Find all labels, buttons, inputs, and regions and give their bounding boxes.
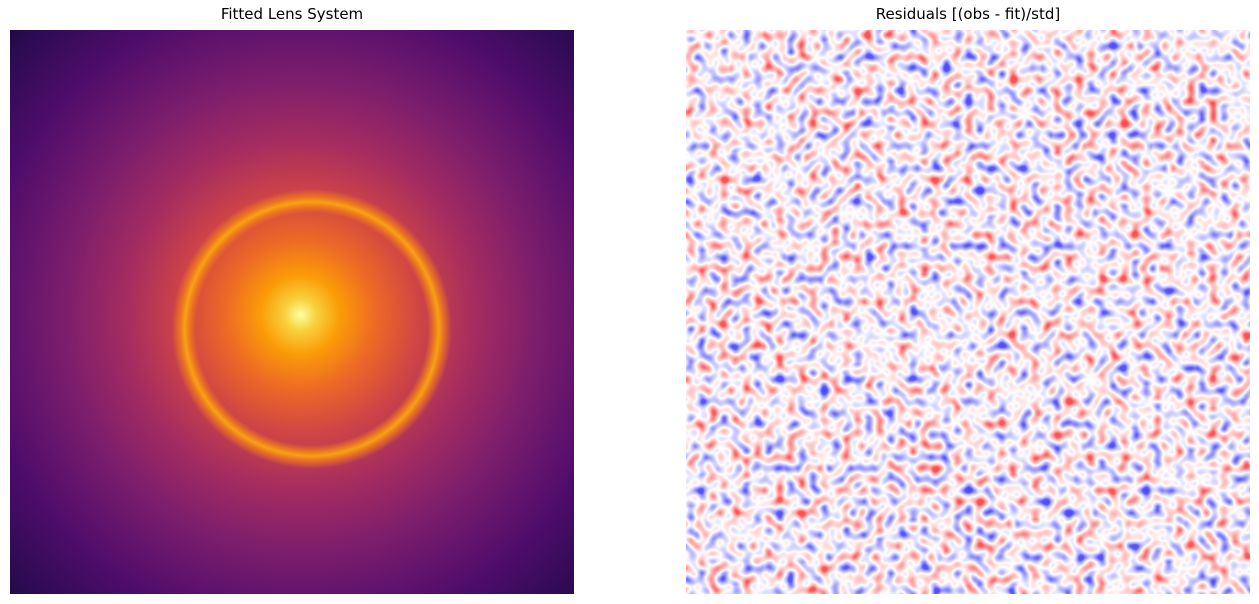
panel-title: Residuals [(obs - fit)/std] xyxy=(875,5,1061,23)
lens-image xyxy=(10,30,574,594)
residual-image xyxy=(686,30,1250,594)
residual-pattern xyxy=(686,30,1250,594)
panel-title: Fitted Lens System xyxy=(220,5,364,23)
